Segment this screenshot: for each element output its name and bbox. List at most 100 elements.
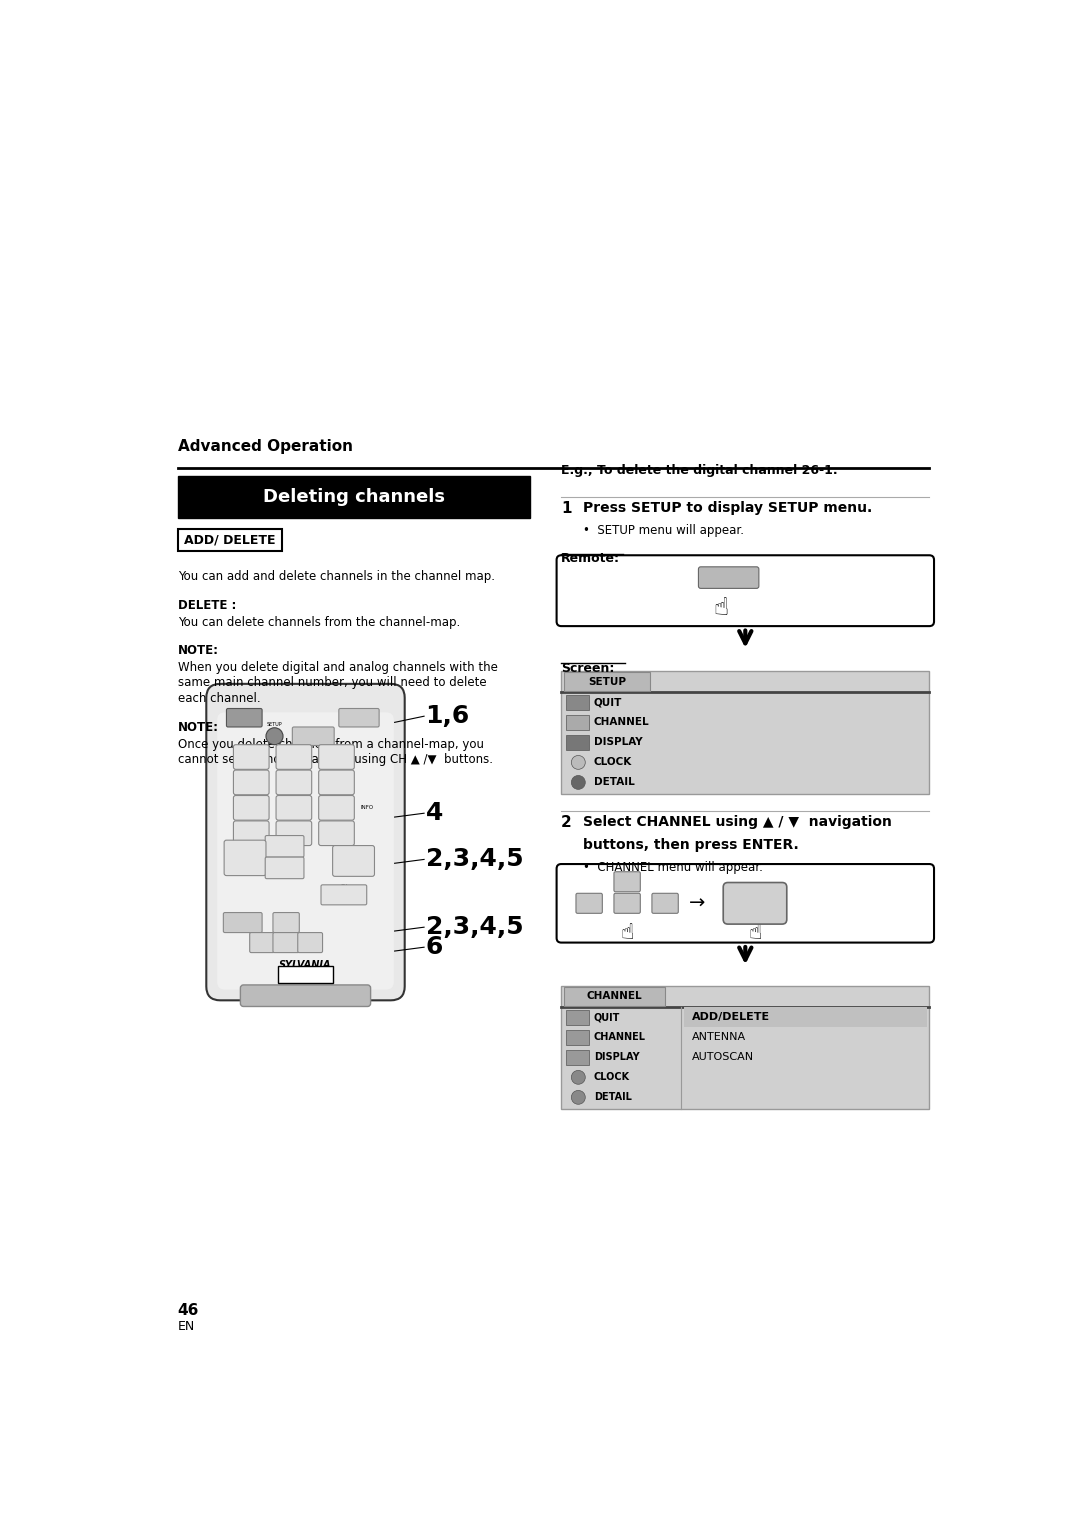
FancyBboxPatch shape — [233, 821, 269, 845]
Circle shape — [571, 1071, 585, 1085]
Text: +100: +100 — [325, 828, 348, 837]
Text: cannot select those channels using CH ▲ /▼  buttons.: cannot select those channels using CH ▲ … — [177, 753, 492, 766]
FancyBboxPatch shape — [273, 932, 299, 952]
Text: ◄: ◄ — [585, 898, 593, 908]
Text: SETUP: SETUP — [267, 723, 282, 727]
Text: ENTER: ENTER — [738, 898, 773, 908]
Text: 8: 8 — [292, 804, 297, 813]
FancyBboxPatch shape — [298, 932, 323, 952]
FancyBboxPatch shape — [276, 796, 312, 821]
Text: DETAIL: DETAIL — [594, 778, 635, 787]
Text: 2: 2 — [292, 752, 297, 761]
Text: ADD/DELETE: ADD/DELETE — [691, 1012, 770, 1022]
Text: QUIT: QUIT — [594, 697, 622, 707]
FancyBboxPatch shape — [652, 894, 678, 914]
Text: EPG: EPG — [346, 857, 361, 865]
Bar — [562, 986, 930, 1109]
Text: same main channel number, you will need to delete: same main channel number, you will need … — [177, 677, 486, 689]
Text: DTV✓: DTV✓ — [293, 970, 319, 978]
Circle shape — [571, 1091, 585, 1105]
Text: SETUP: SETUP — [588, 677, 626, 686]
Bar — [565, 987, 665, 1005]
FancyBboxPatch shape — [319, 744, 354, 769]
FancyBboxPatch shape — [217, 712, 394, 990]
Text: 7: 7 — [248, 804, 254, 813]
Text: NOTE:: NOTE: — [177, 643, 218, 657]
Text: 2,3,4,5: 2,3,4,5 — [426, 915, 523, 940]
Text: CH▲: CH▲ — [276, 843, 293, 850]
Text: ►: ► — [661, 898, 670, 908]
FancyBboxPatch shape — [556, 555, 934, 626]
Text: ☝: ☝ — [748, 923, 761, 943]
Text: DISPLAY: DISPLAY — [594, 1053, 639, 1062]
FancyBboxPatch shape — [276, 770, 312, 795]
FancyBboxPatch shape — [613, 894, 640, 914]
FancyBboxPatch shape — [273, 912, 299, 932]
Text: 2: 2 — [562, 814, 572, 830]
Text: ADD/ DELETE: ADD/ DELETE — [184, 533, 275, 547]
Text: CHANNEL: CHANNEL — [594, 1033, 646, 1042]
Bar — [566, 1010, 590, 1025]
FancyBboxPatch shape — [276, 744, 312, 769]
Text: CH▼: CH▼ — [276, 865, 293, 871]
Text: →: → — [689, 894, 705, 912]
Text: STILL: STILL — [233, 920, 252, 926]
Text: NOTE:: NOTE: — [177, 721, 218, 733]
Bar — [177, 529, 282, 550]
FancyBboxPatch shape — [613, 872, 640, 892]
Bar — [177, 475, 530, 518]
Bar — [562, 671, 930, 795]
FancyBboxPatch shape — [321, 885, 367, 905]
FancyBboxPatch shape — [276, 821, 312, 845]
Text: When you delete digital and analog channels with the: When you delete digital and analog chann… — [177, 660, 498, 674]
Text: ▼: ▼ — [282, 938, 289, 947]
FancyBboxPatch shape — [233, 744, 269, 769]
Text: 9: 9 — [334, 804, 339, 813]
Text: •  SETUP menu will appear.: • SETUP menu will appear. — [583, 524, 744, 536]
Text: 5: 5 — [292, 778, 297, 787]
Text: AUTOSCAN: AUTOSCAN — [691, 1053, 754, 1062]
Text: -: - — [249, 828, 253, 837]
Text: QUIT: QUIT — [594, 1012, 620, 1022]
Text: ◄: ◄ — [258, 938, 266, 947]
FancyBboxPatch shape — [266, 836, 303, 857]
Bar — [566, 695, 590, 711]
Text: INFO: INFO — [361, 805, 374, 810]
FancyBboxPatch shape — [224, 912, 262, 932]
Text: 46: 46 — [177, 1302, 199, 1317]
FancyBboxPatch shape — [293, 727, 334, 746]
FancyBboxPatch shape — [241, 986, 370, 1007]
Text: AUDIO: AUDIO — [351, 715, 367, 720]
Text: EN: EN — [177, 1320, 194, 1332]
FancyBboxPatch shape — [266, 857, 303, 879]
Text: 1: 1 — [248, 752, 254, 761]
FancyBboxPatch shape — [206, 685, 405, 1001]
Text: ▲: ▲ — [623, 877, 632, 886]
Bar — [566, 735, 590, 750]
Text: Screen:: Screen: — [562, 662, 615, 674]
Circle shape — [571, 776, 585, 790]
Text: CHANNEL: CHANNEL — [594, 717, 649, 727]
Text: CH: CH — [340, 883, 348, 889]
Circle shape — [266, 727, 283, 744]
Text: ▲: ▲ — [282, 917, 289, 927]
Text: CLOCK: CLOCK — [594, 758, 632, 767]
Text: each channel.: each channel. — [177, 692, 260, 704]
Text: ENTER: ENTER — [233, 854, 257, 860]
FancyBboxPatch shape — [724, 883, 786, 924]
Text: 0: 0 — [292, 828, 297, 837]
Text: DISPLAY: DISPLAY — [594, 738, 643, 747]
Text: SYLVANIA: SYLVANIA — [280, 960, 332, 970]
Circle shape — [571, 755, 585, 769]
FancyBboxPatch shape — [699, 567, 759, 588]
Text: DETAIL: DETAIL — [594, 1093, 632, 1102]
FancyBboxPatch shape — [556, 863, 934, 943]
FancyBboxPatch shape — [227, 709, 262, 727]
FancyBboxPatch shape — [576, 894, 603, 914]
FancyBboxPatch shape — [339, 709, 379, 727]
Text: ☝: ☝ — [713, 596, 729, 620]
Bar — [684, 1007, 927, 1027]
FancyBboxPatch shape — [225, 840, 266, 876]
Text: DELETE :: DELETE : — [177, 599, 237, 613]
Text: SETUP: SETUP — [714, 573, 743, 582]
